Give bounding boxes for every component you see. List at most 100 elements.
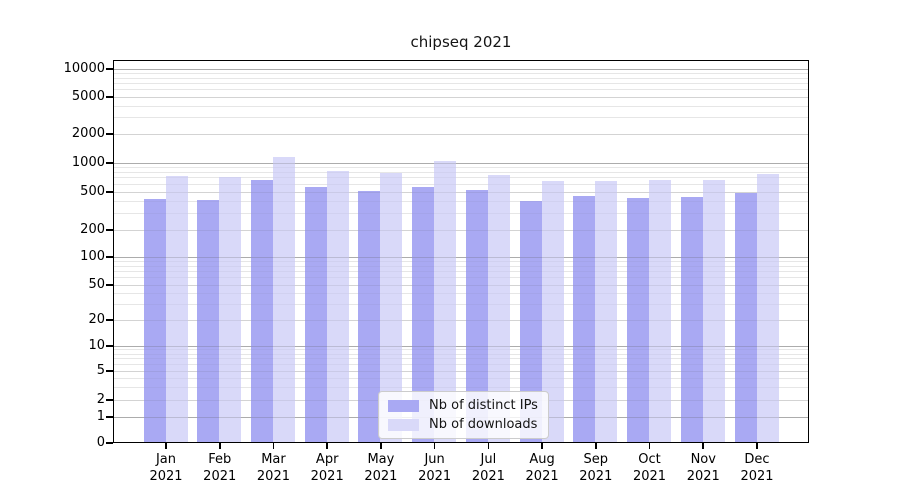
gridline	[114, 162, 808, 164]
y-tick-label: 200	[80, 222, 105, 237]
bar-downloads	[165, 176, 188, 442]
y-tick-label: 2	[96, 392, 105, 407]
x-tick-mark	[541, 443, 543, 449]
y-tick-label: 20	[88, 312, 105, 327]
gridline	[114, 166, 808, 168]
bar-ips	[627, 197, 650, 442]
gridline	[114, 171, 808, 173]
bar-ips	[143, 198, 166, 442]
legend-swatch	[388, 418, 419, 431]
gridline	[114, 105, 808, 107]
x-tick-label: Dec 2021	[740, 452, 774, 484]
bar-downloads	[541, 180, 564, 442]
y-tick-label: 50	[88, 277, 105, 292]
x-tick-label: Jan 2021	[149, 452, 183, 484]
x-tick-label: Aug 2021	[525, 452, 559, 484]
bar-downloads	[326, 170, 349, 442]
y-tick-label: 10000	[63, 61, 105, 76]
x-tick-label: Jun 2021	[418, 452, 452, 484]
legend: Nb of distinct IPs Nb of downloads	[378, 391, 549, 439]
bar-ips	[680, 196, 703, 442]
bar-downloads	[487, 175, 510, 442]
y-tick-mark	[106, 319, 113, 321]
x-tick-label: Oct 2021	[632, 452, 667, 484]
y-tick-label: 1	[96, 409, 105, 424]
y-tick-label: 0	[96, 435, 105, 450]
x-tick-mark	[326, 443, 328, 449]
gridline	[114, 82, 808, 84]
bar-ips	[304, 186, 327, 442]
x-tick-label: Feb 2021	[203, 452, 237, 484]
gridline	[114, 96, 808, 98]
gridline	[114, 117, 808, 119]
bar-downloads	[434, 161, 457, 442]
y-tick-label: 1000	[71, 155, 105, 170]
x-tick-mark	[380, 443, 382, 449]
x-tick-mark	[272, 443, 275, 449]
gridline	[114, 166, 808, 168]
gridline	[114, 133, 808, 135]
y-tick-mark	[106, 256, 113, 258]
y-tick-mark	[106, 68, 113, 70]
gridline	[114, 162, 808, 164]
bar-downloads	[702, 180, 725, 442]
x-tick-mark	[433, 443, 436, 449]
x-tick-label: Apr 2021	[310, 452, 344, 484]
y-tick-label: 100	[80, 249, 105, 264]
bar-downloads	[272, 156, 295, 442]
bar-downloads	[756, 174, 779, 442]
y-tick-mark	[106, 284, 113, 286]
legend-item: Nb of distinct IPs	[388, 398, 538, 413]
bar-ips	[734, 192, 757, 442]
x-tick-mark	[487, 443, 490, 449]
chart-title: chipseq 2021	[410, 33, 512, 51]
plot-area: Nb of distinct IPs Nb of downloads	[113, 60, 809, 443]
legend-label: Nb of downloads	[429, 417, 538, 432]
y-tick-label: 10	[88, 338, 105, 353]
y-tick-label: 5	[96, 363, 105, 378]
y-tick-mark	[106, 162, 113, 164]
gridline	[114, 171, 808, 173]
y-tick-mark	[106, 229, 113, 231]
gridline	[114, 68, 808, 70]
bar-downloads	[649, 180, 672, 442]
x-tick-mark	[165, 443, 167, 449]
x-tick-mark	[702, 443, 705, 449]
gridline	[114, 72, 808, 74]
gridline	[114, 177, 808, 179]
bar-ips	[573, 195, 596, 442]
x-tick-label: Nov 2021	[686, 452, 720, 484]
y-tick-mark	[106, 416, 113, 418]
gridline	[114, 68, 808, 70]
bar-ips	[197, 199, 220, 442]
gridline	[114, 96, 808, 98]
legend-swatch	[388, 399, 419, 412]
x-tick-mark	[756, 443, 758, 449]
bar-ips	[465, 189, 488, 442]
y-tick-label: 500	[80, 184, 105, 199]
gridline	[114, 117, 808, 119]
gridline	[114, 72, 808, 74]
y-tick-mark	[106, 345, 113, 347]
x-tick-label: Mar 2021	[256, 452, 290, 484]
gridline	[114, 89, 808, 91]
y-tick-mark	[106, 442, 113, 444]
y-tick-mark	[106, 370, 113, 372]
y-tick-label: 2000	[71, 126, 105, 141]
bar-downloads	[219, 176, 242, 442]
x-tick-label: Jul 2021	[471, 452, 505, 484]
y-tick-mark	[106, 96, 113, 98]
x-tick-mark	[648, 443, 651, 449]
gridline	[114, 105, 808, 107]
y-tick-label: 5000	[71, 89, 105, 104]
bar-ips	[250, 180, 273, 442]
y-tick-mark	[106, 399, 113, 401]
y-tick-mark	[106, 191, 113, 193]
gridline	[114, 77, 808, 79]
x-tick-mark	[218, 443, 221, 449]
gridline	[114, 77, 808, 79]
legend-label: Nb of distinct IPs	[429, 398, 538, 413]
legend-item: Nb of downloads	[388, 417, 538, 432]
gridline	[114, 133, 808, 135]
